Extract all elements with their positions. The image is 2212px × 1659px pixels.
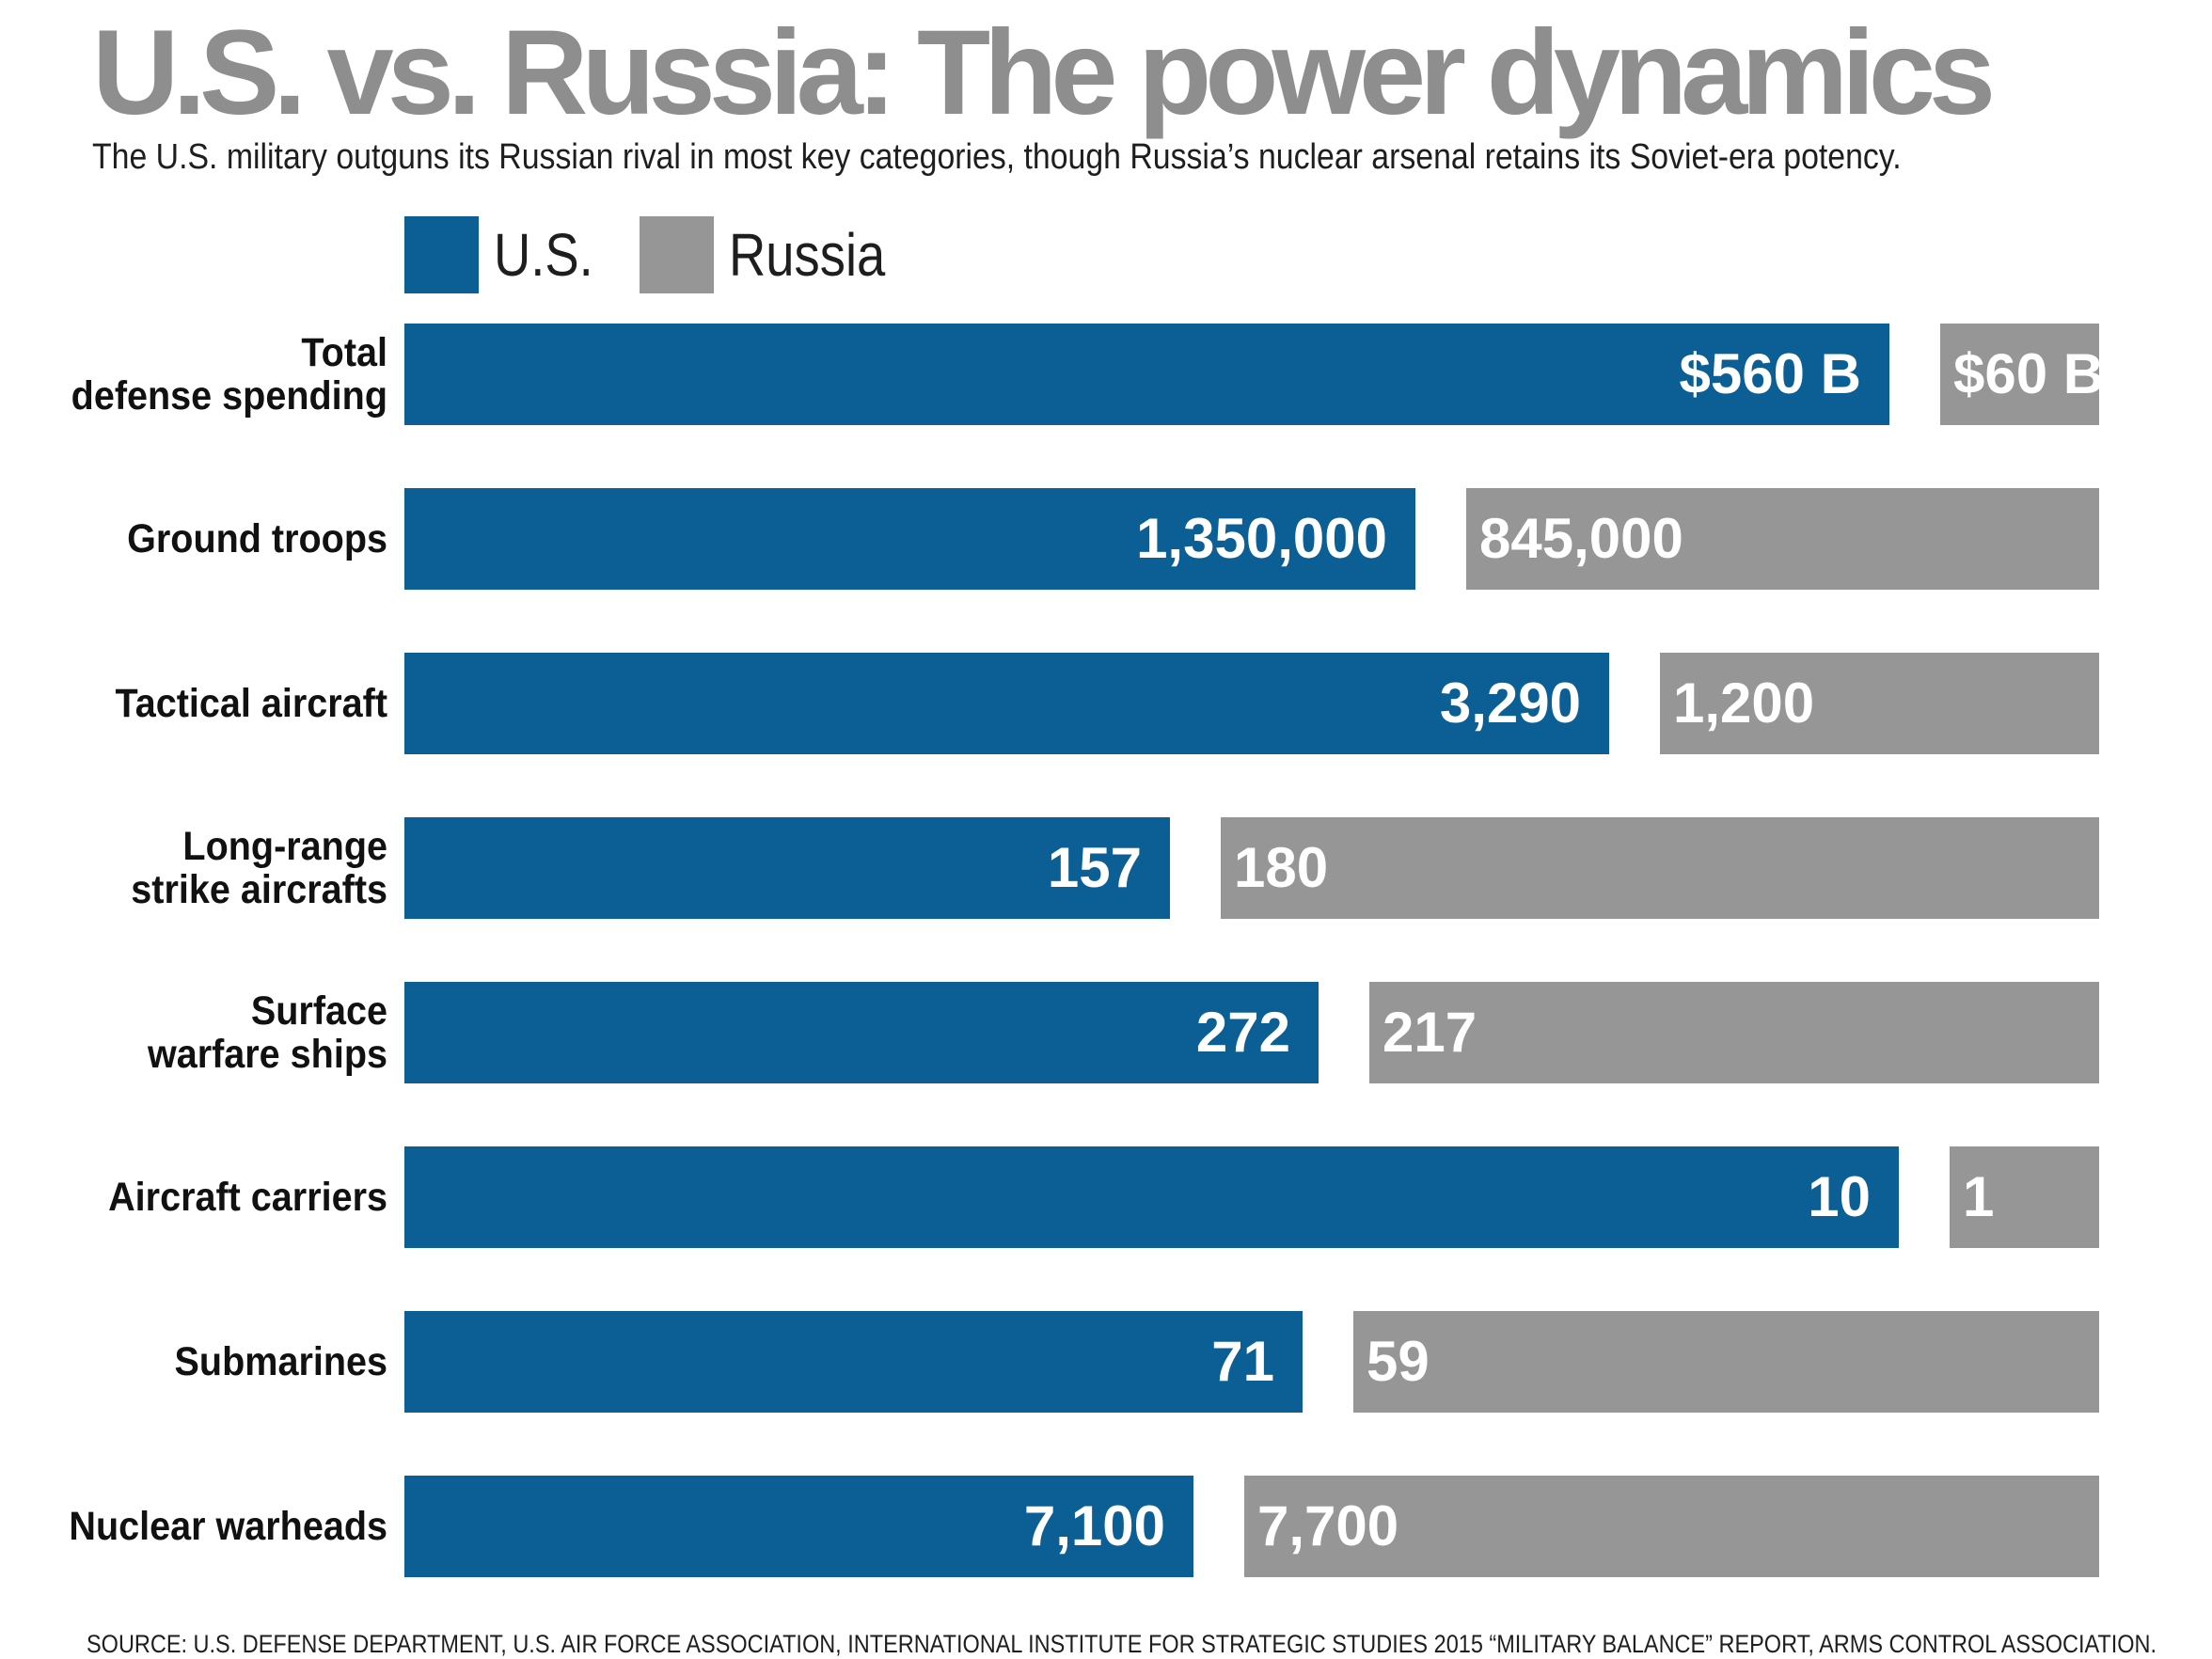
bar-russia: 7,700 [1244,1476,2099,1577]
bar-us: 3,290 [404,653,1609,754]
category-label: Total defense spending [71,330,387,419]
data-label-us: 71 [1211,1330,1274,1393]
data-label-us: 157 [1047,836,1142,899]
bar-us: 272 [404,982,1319,1083]
bar-russia: 180 [1221,817,2099,919]
bar-us: 1,350,000 [404,488,1415,590]
category-label: Aircraft carriers [108,1175,387,1220]
data-label-russia: $60 B [1953,342,2105,405]
data-label-russia: 7,700 [1257,1494,1399,1557]
chart-subtitle: The U.S. military outguns its Russian ri… [92,137,1902,177]
bar-us: 157 [404,817,1170,919]
data-label-us: 7,100 [1023,1494,1165,1557]
category-label: Submarines [174,1339,387,1384]
legend-swatch-us [404,216,479,293]
bar-us: 71 [404,1311,1303,1413]
bar-russia: 845,000 [1466,488,2099,590]
bar-russia: 59 [1353,1311,2099,1413]
category-label: Ground troops [127,516,387,561]
legend-swatch-russia [640,216,714,293]
legend-label-us: U.S. [494,221,593,289]
legend-label-russia: Russia [729,221,886,289]
data-label-russia: 59 [1367,1330,1430,1393]
category-label: Long-range strike aircrafts [131,824,387,912]
data-label-us: 272 [1195,1001,1290,1064]
bar-russia: 1 [1950,1146,2099,1248]
bar-us: $560 B [404,324,1889,425]
chart-source: SOURCE: U.S. DEFENSE DEPARTMENT, U.S. AI… [87,1630,2157,1658]
category-label: Tactical aircraft [115,681,388,726]
data-label-russia: 217 [1382,1001,1477,1064]
bar-us: 10 [404,1146,1899,1248]
data-label-russia: 1 [1963,1165,1995,1228]
bar-russia: 1,200 [1660,653,2099,754]
bar-us: 7,100 [404,1476,1193,1577]
data-label-russia: 1,200 [1673,672,1815,735]
data-label-russia: 180 [1234,836,1329,899]
chart-title: U.S. vs. Russia: The power dynamics [92,6,1996,140]
category-label: Nuclear warheads [69,1504,387,1549]
data-label-us: 1,350,000 [1136,507,1387,570]
data-label-us: 3,290 [1439,672,1581,735]
data-label-us: 10 [1808,1165,1871,1228]
bar-russia: $60 B [1940,324,2104,425]
bar-russia: 217 [1369,982,2099,1083]
data-label-us: $560 B [1679,342,1861,405]
data-label-russia: 845,000 [1479,507,1683,570]
category-label: Surface warfare ships [147,988,387,1077]
